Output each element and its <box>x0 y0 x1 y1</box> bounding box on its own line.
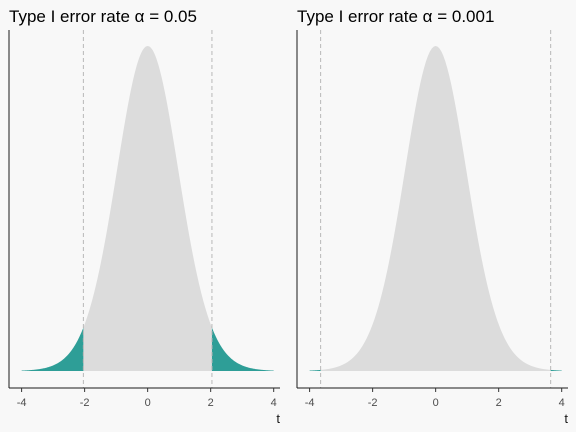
panel-alpha-0001: Type I error rate α = 0.001 -4 -2 0 2 4 t <box>296 7 568 426</box>
x-tick-label: 0 <box>145 397 151 409</box>
x-tick-label: -2 <box>80 397 90 409</box>
x-tick-label: 2 <box>496 397 502 409</box>
x-tick-label: 0 <box>433 397 439 409</box>
density-plot: -4 -2 0 2 4 <box>296 30 568 409</box>
x-axis-label: t <box>564 411 568 426</box>
x-tick-label: -2 <box>368 397 378 409</box>
x-tick-label: 2 <box>208 397 214 409</box>
x-tick-label: 4 <box>271 397 277 409</box>
x-tick-label: 4 <box>559 397 565 409</box>
x-tick-label: -4 <box>17 397 27 409</box>
x-tick-label: -4 <box>305 397 315 409</box>
x-axis-label: t <box>276 411 280 426</box>
right-rejection-tail <box>211 327 274 371</box>
left-rejection-tail <box>21 327 84 371</box>
panel-title: Type I error rate α = 0.05 <box>9 7 197 26</box>
acceptance-region-area <box>320 46 551 371</box>
panel-title: Type I error rate α = 0.001 <box>297 7 494 26</box>
left-rejection-tail <box>309 369 321 371</box>
panel-alpha-005: Type I error rate α = 0.05 -4 -2 0 2 4 t <box>8 7 280 426</box>
density-plot: -4 -2 0 2 4 <box>8 30 280 409</box>
acceptance-region-area <box>83 46 212 371</box>
right-rejection-tail <box>550 369 562 371</box>
